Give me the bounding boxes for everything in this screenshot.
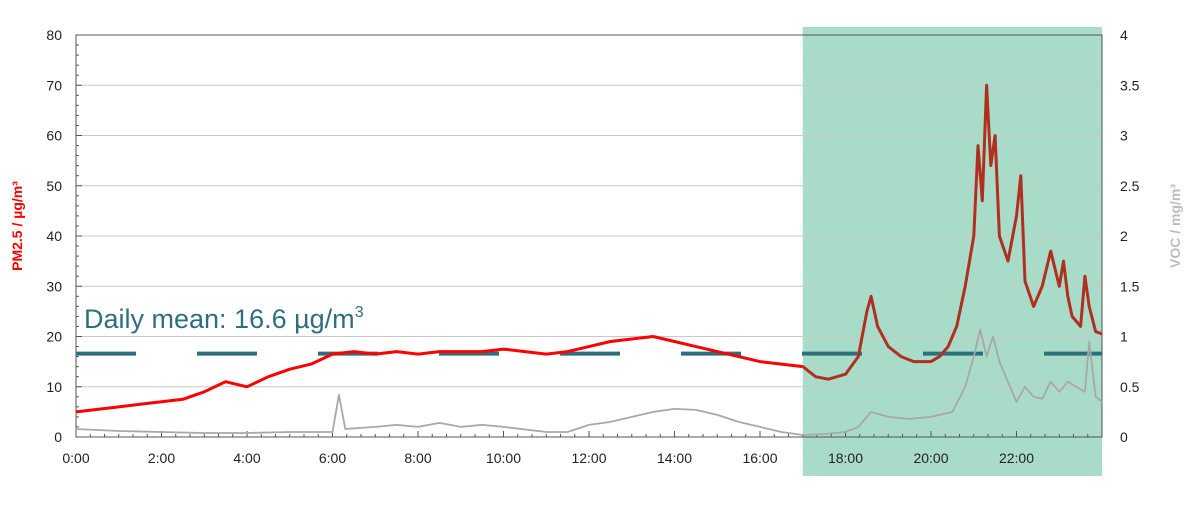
plot-frame (75, 34, 1103, 438)
y-right-tick-label: 1 (1120, 329, 1128, 345)
y-left-tick-label: 40 (46, 228, 62, 244)
y-left-tick-label: 60 (46, 128, 62, 144)
x-tick-label: 2:00 (148, 450, 175, 466)
x-tick-label: 10:00 (486, 450, 521, 466)
y-right-tick-label: 3 (1120, 128, 1128, 144)
y-left-tick-label: 80 (46, 27, 62, 43)
gridlines (76, 84, 1102, 388)
y-right-tick-label: 0.5 (1120, 379, 1140, 395)
x-tick-label: 18:00 (828, 450, 863, 466)
x-tick-label: 20:00 (913, 450, 948, 466)
pm25-series-line (75, 335, 803, 414)
daily-mean-label: Daily mean: 16.6 µg/m3 (84, 304, 364, 334)
y-right-tick-label: 4 (1120, 27, 1128, 43)
highlight-band (802, 27, 1102, 476)
x-tick-label: 0:00 (62, 450, 89, 466)
y-left-tick-label: 30 (46, 278, 62, 294)
y-left-tick-label: 20 (46, 329, 62, 345)
x-tick-label: 16:00 (742, 450, 777, 466)
y-right-tick-label: 0 (1120, 429, 1128, 445)
y-left-tick-label: 0 (54, 429, 62, 445)
y-right-tick-label: 3.5 (1120, 77, 1140, 93)
y-right-axis-title: VOC / mg/m³ (1167, 184, 1183, 268)
y-left-tick-label: 50 (46, 178, 62, 194)
x-tick-label: 14:00 (657, 450, 692, 466)
y-right-tick-label: 2.5 (1120, 178, 1140, 194)
highlight-band-layer (802, 27, 1102, 476)
series-layer (75, 83, 1103, 436)
x-tick-label: 12:00 (571, 450, 606, 466)
x-tick-label: 8:00 (404, 450, 431, 466)
y-left-axis-title: PM2.5 / µg/m³ (9, 181, 25, 271)
x-tick-label: 6:00 (319, 450, 346, 466)
y-right-tick-label: 2 (1120, 228, 1128, 244)
pm25-series-line-highlighted (802, 83, 1103, 381)
y-left-tick-label: 10 (46, 379, 62, 395)
voc-series-line (75, 328, 1103, 436)
x-tick-label: 22:00 (999, 450, 1034, 466)
tick-labels: 0 10 20 30 40 50 60 70 80 0 0.5 1 1.5 2 2.5 3 3.5 4 0:00 2:… (46, 27, 1139, 466)
y-left-tick-label: 70 (46, 77, 62, 93)
x-tick-label: 4:00 (233, 450, 260, 466)
y-right-tick-label: 1.5 (1120, 278, 1140, 294)
